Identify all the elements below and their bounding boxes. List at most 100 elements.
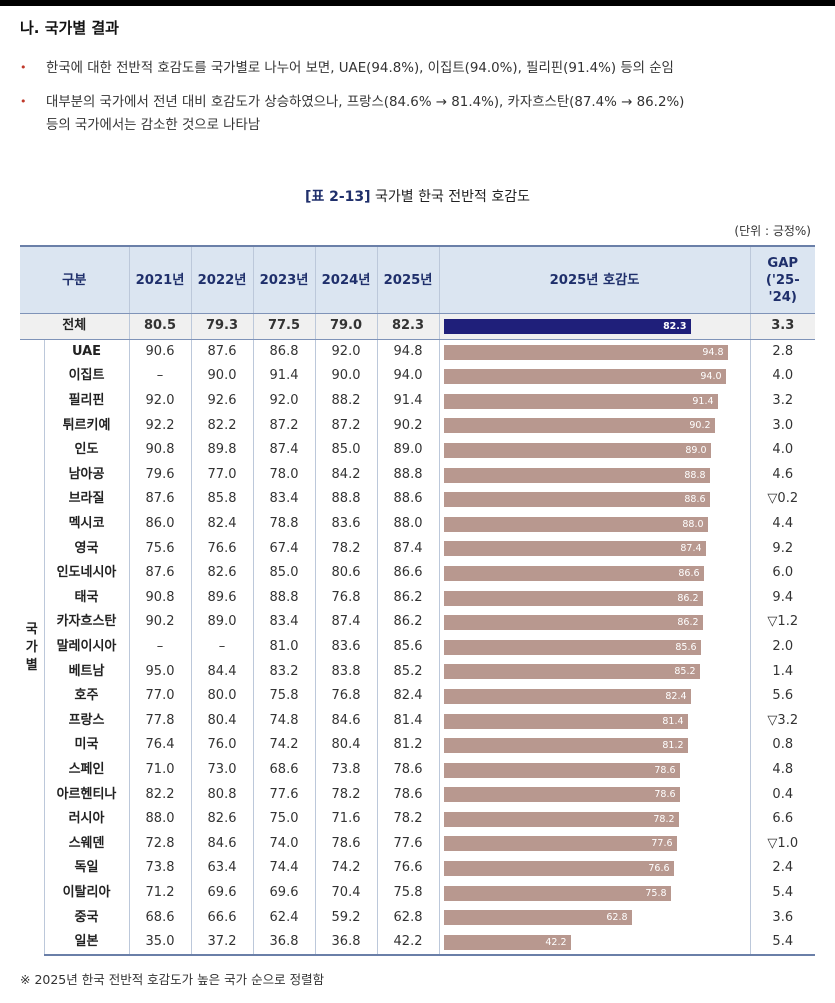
cell-2022: 76.6: [190, 536, 254, 561]
cell-2025: 86.2: [376, 585, 440, 611]
cell-2025: 42.2: [376, 929, 440, 957]
cell-2023: 68.6: [252, 757, 316, 783]
table-footnote: ※ 2025년 한국 전반적 호감도가 높은 국가 순으로 정렬함: [20, 972, 325, 987]
favorability-bar: 78.6: [443, 762, 680, 778]
cell-2025: 82.4: [376, 683, 440, 709]
favorability-bar: 86.6: [443, 565, 704, 581]
favorability-bar-total: 82.3: [443, 319, 691, 334]
header-2022: 2022년: [190, 245, 254, 314]
bullet-text: 대부분의 국가에서 전년 대비 호감도가 상승하였으나, 프랑스(84.6% →…: [46, 95, 685, 110]
favorability-bar: 85.2: [443, 664, 700, 680]
table-row: 호주 77.0 80.0 75.8 76.8 82.4 82.4 5.6: [20, 683, 816, 709]
bar-cell: 89.0: [438, 437, 751, 463]
cell-2025: 91.4: [376, 388, 440, 414]
cell-2022: 63.4: [190, 856, 254, 881]
cell-2024: 88.8: [314, 487, 378, 512]
cell-2022: 80.0: [190, 683, 254, 709]
table-row: 남아공 79.6 77.0 78.0 84.2 88.8 88.8 4.6: [20, 462, 816, 488]
favorability-bar: 94.0: [443, 369, 726, 385]
country-name: 영국: [74, 540, 99, 556]
bar-cell: 94.0: [438, 364, 751, 389]
bar-cell: 42.2: [438, 929, 751, 957]
cell-2022: 92.6: [190, 388, 254, 414]
cell-2025: 89.0: [376, 437, 440, 463]
cell-2021: 72.8: [128, 831, 192, 857]
cell-gap: 9.4: [749, 585, 816, 611]
cell-gap: 2.8: [749, 339, 816, 365]
table-title-text: 국가별 한국 전반적 호감도: [375, 189, 531, 205]
cell-2021: 90.6: [128, 339, 192, 365]
favorability-bar: 42.2: [443, 934, 571, 950]
cell-2025: 77.6: [376, 831, 440, 857]
cell-gap: 4.8: [749, 757, 816, 783]
side-label-char: 별: [25, 657, 38, 673]
cell-2022: 73.0: [190, 757, 254, 783]
country-name: 말레이시아: [56, 639, 117, 655]
favorability-bar: 88.0: [443, 516, 708, 532]
cell-2022: –: [190, 634, 254, 660]
cell-2024: 92.0: [314, 339, 378, 365]
cell-2023: 92.0: [252, 388, 316, 414]
bar-cell: 78.2: [438, 806, 751, 832]
bar-cell: 62.8: [438, 905, 751, 930]
cell-2024: 76.8: [314, 585, 378, 611]
cell-2022: 82.4: [190, 511, 254, 537]
cell-2022: 89.8: [190, 437, 254, 463]
favorability-bar: 87.4: [443, 541, 706, 557]
table-row: 일본 35.0 37.2 36.8 36.8 42.2 42.2 5.4: [20, 929, 816, 957]
country-name: 인도네시아: [56, 565, 117, 581]
bar-cell: 76.6: [438, 856, 751, 881]
cell-2021: 71.2: [128, 880, 192, 906]
cell-2023: 74.4: [252, 856, 316, 881]
favorability-bar: 77.6: [443, 836, 677, 852]
favorability-bar: 78.6: [443, 787, 680, 803]
favorability-bar: 88.6: [443, 492, 710, 508]
cell-2023: 83.4: [252, 610, 316, 635]
table-row: 국 가 별 UAE 90.6 87.6 86.8 92.0 94.8 94.8 2.8: [20, 339, 816, 956]
country-name: 미국: [74, 737, 99, 753]
country-name: 카자흐스탄: [56, 614, 117, 630]
cell-gap: 1.4: [749, 659, 816, 684]
cell-gap: ▽3.2: [749, 708, 816, 734]
bullet-text: 한국에 대한 전반적 호감도를 국가별로 나누어 보면, UAE(94.8%),…: [46, 61, 674, 76]
cell-2024: 73.8: [314, 757, 378, 783]
cell-2025: 81.2: [376, 733, 440, 758]
cell-2023: 77.5: [252, 313, 316, 340]
cell-gap: 2.0: [749, 634, 816, 660]
cell-2021: 88.0: [128, 806, 192, 832]
cell-2023: 83.4: [252, 487, 316, 512]
cell-2025: 88.8: [376, 462, 440, 488]
cell-2023: 75.8: [252, 683, 316, 709]
cell-gap: 5.4: [749, 880, 816, 906]
bar-cell: 91.4: [438, 388, 751, 414]
side-label-char: 가: [25, 639, 38, 655]
bullet-item-1: • 한국에 대한 전반적 호감도를 국가별로 나누어 보면, UAE(94.8%)…: [20, 56, 674, 80]
cell-2025: 78.6: [376, 782, 440, 807]
favorability-bar: 90.2: [443, 418, 715, 434]
country-name: 베트남: [68, 663, 105, 679]
country-name: 튀르키예: [62, 417, 111, 433]
bar-cell: 88.8: [438, 462, 751, 488]
table-row-total: 전체 80.5 79.3 77.5 79.0 82.3 82.3 3.3: [20, 313, 816, 340]
table-row: 브라질 87.6 85.8 83.4 88.8 88.6 88.6 ▽0.2: [20, 487, 816, 512]
cell-2024: 78.2: [314, 536, 378, 561]
cell-2023: 78.0: [252, 462, 316, 488]
bar-cell: 78.6: [438, 757, 751, 783]
country-name: 호주: [74, 688, 99, 704]
table-row: 튀르키예 92.2 82.2 87.2 87.2 90.2 90.2 3.0: [20, 413, 816, 438]
table-row: 아르헨티나 82.2 80.8 77.6 78.2 78.6 78.6 0.4: [20, 782, 816, 807]
cell-2024: 83.6: [314, 634, 378, 660]
cell-2024: 90.0: [314, 364, 378, 389]
table-unit: (단위 : 긍정%): [734, 224, 811, 238]
cell-gap: 0.8: [749, 733, 816, 758]
cell-2023: 85.0: [252, 560, 316, 586]
cell-2022: 76.0: [190, 733, 254, 758]
cell-2025: 78.2: [376, 806, 440, 832]
table-row: 인도네시아 87.6 82.6 85.0 80.6 86.6 86.6 6.0: [20, 560, 816, 586]
table-header-row: 구분 2021년 2022년 2023년 2024년 2025년 2025년 호…: [20, 245, 816, 314]
cell-2025: 82.3: [376, 313, 440, 340]
bullet-marker: •: [20, 61, 27, 74]
cell-gap: 6.0: [749, 560, 816, 586]
bar-cell: 82.3: [438, 313, 751, 340]
